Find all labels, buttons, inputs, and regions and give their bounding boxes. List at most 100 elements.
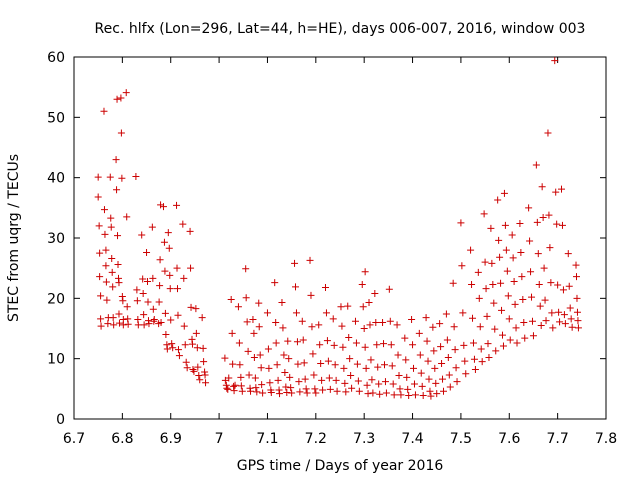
data-point-marker <box>546 244 554 252</box>
data-point-marker <box>242 294 250 302</box>
data-point-marker <box>492 347 500 355</box>
data-point-marker <box>572 273 580 281</box>
data-point-marker <box>469 339 477 347</box>
data-point-marker <box>145 320 153 328</box>
data-point-marker <box>107 223 115 231</box>
data-point-marker <box>106 173 114 181</box>
data-point-marker <box>234 303 242 311</box>
data-point-marker <box>258 381 266 389</box>
data-point-marker <box>380 361 388 369</box>
data-point-marker <box>223 384 231 392</box>
data-point-marker <box>308 323 316 331</box>
data-point-marker <box>517 248 525 256</box>
data-point-marker <box>553 220 561 228</box>
data-point-marker <box>271 279 279 287</box>
data-point-marker <box>200 358 208 366</box>
x-tick-label: 7.4 <box>401 431 423 447</box>
data-point-marker <box>568 323 576 331</box>
data-point-marker <box>489 280 497 288</box>
data-point-marker <box>437 343 445 351</box>
data-point-marker <box>124 320 132 328</box>
data-point-marker <box>529 332 537 340</box>
data-point-marker <box>279 324 287 332</box>
data-point-marker <box>156 282 164 290</box>
data-point-marker <box>409 341 417 349</box>
data-point-marker <box>113 95 121 103</box>
data-point-marker <box>149 305 157 313</box>
x-tick-label: 6.8 <box>111 431 133 447</box>
data-point-marker <box>353 360 361 368</box>
data-point-marker <box>504 292 512 300</box>
data-point-marker <box>284 337 292 345</box>
data-point-marker <box>462 370 470 378</box>
data-point-marker <box>444 353 452 361</box>
data-point-marker <box>245 371 253 379</box>
data-point-marker <box>316 341 324 349</box>
data-point-marker <box>179 220 187 228</box>
data-point-marker <box>180 274 188 282</box>
data-point-marker <box>572 261 580 269</box>
data-point-marker <box>132 172 140 180</box>
data-point-marker <box>533 218 541 226</box>
data-point-marker <box>149 274 157 282</box>
data-point-marker <box>231 381 239 389</box>
data-point-marker <box>169 344 177 352</box>
data-point-marker <box>342 388 350 396</box>
x-tick-label: 7.1 <box>256 431 278 447</box>
x-tick-label: 7.6 <box>498 431 520 447</box>
data-point-marker <box>139 275 147 283</box>
data-point-marker <box>249 315 257 323</box>
data-point-marker <box>567 315 575 323</box>
data-point-marker <box>551 57 559 65</box>
data-point-marker <box>235 339 243 347</box>
data-point-marker <box>115 310 123 318</box>
data-point-marker <box>362 364 370 372</box>
data-point-marker <box>122 89 130 97</box>
data-point-marker <box>276 390 284 398</box>
data-point-marker <box>525 204 533 212</box>
data-point-marker <box>253 388 261 396</box>
data-point-marker <box>322 309 330 317</box>
data-point-marker <box>272 318 280 326</box>
data-point-marker <box>323 337 331 345</box>
data-point-marker <box>520 318 528 326</box>
data-point-marker <box>558 221 566 229</box>
data-point-marker <box>558 185 566 193</box>
data-point-marker <box>319 386 327 394</box>
data-point-marker <box>395 372 403 380</box>
data-point-marker <box>510 277 518 285</box>
data-point-marker <box>300 359 308 367</box>
data-point-marker <box>227 296 235 304</box>
data-point-marker <box>359 303 367 311</box>
data-point-marker <box>425 375 433 383</box>
data-point-marker <box>442 310 450 318</box>
data-point-marker <box>161 267 169 275</box>
data-point-marker <box>148 223 156 231</box>
data-point-marker <box>573 294 581 302</box>
data-point-marker <box>331 361 339 369</box>
x-tick-label: 6.7 <box>63 431 85 447</box>
data-point-marker <box>544 129 552 137</box>
data-point-marker <box>164 229 172 237</box>
data-point-marker <box>193 344 201 352</box>
data-point-marker <box>396 385 404 393</box>
data-point-marker <box>238 387 246 395</box>
data-point-marker <box>272 339 280 347</box>
data-point-marker <box>387 341 395 349</box>
data-point-marker <box>333 387 341 395</box>
data-point-marker <box>352 339 360 347</box>
data-point-marker <box>488 259 496 267</box>
data-point-marker <box>265 364 273 372</box>
data-point-marker <box>256 351 264 359</box>
data-point-marker <box>506 336 514 344</box>
data-point-marker <box>267 388 275 396</box>
data-point-marker <box>485 353 493 361</box>
data-point-marker <box>102 278 110 286</box>
data-point-marker <box>250 353 258 361</box>
data-point-marker <box>102 246 110 254</box>
data-point-marker <box>565 282 573 290</box>
data-point-marker <box>175 352 183 360</box>
data-point-marker <box>244 347 252 355</box>
data-point-marker <box>482 285 490 293</box>
